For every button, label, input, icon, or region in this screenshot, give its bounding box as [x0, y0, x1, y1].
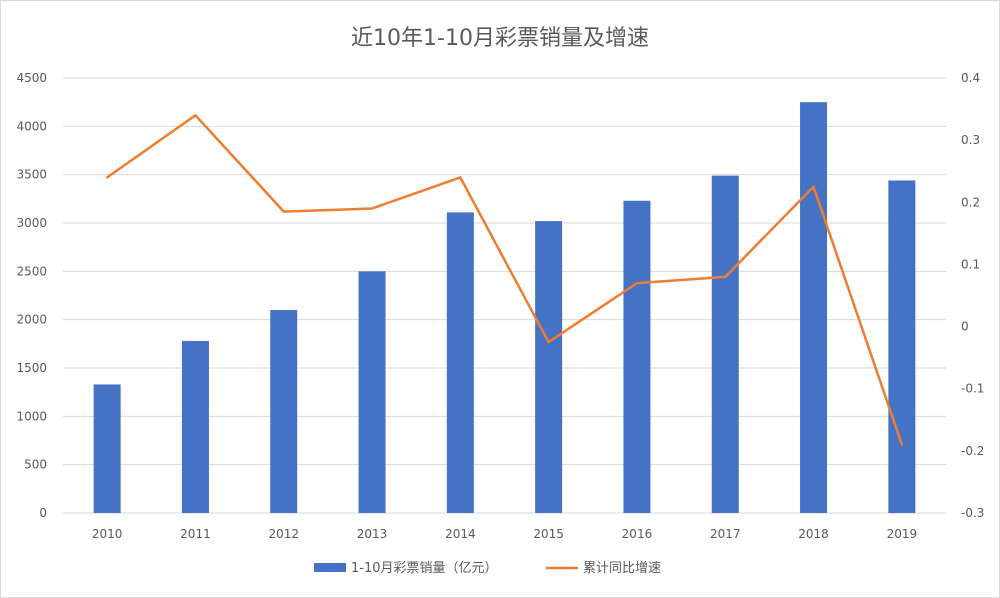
x-tick-label: 2018	[798, 527, 829, 541]
y-left-tick-label: 3000	[16, 216, 47, 230]
bar	[181, 340, 209, 513]
bar	[535, 221, 563, 514]
line-point	[282, 210, 285, 213]
line-point	[105, 176, 109, 179]
bar	[358, 271, 386, 513]
y-left-tick-label: 4000	[16, 119, 47, 133]
bar	[446, 212, 474, 513]
bar	[711, 175, 739, 513]
y-left-tick-label: 3500	[16, 168, 47, 182]
legend-swatch-bar	[314, 563, 346, 572]
legend-label-bar: 1-10月彩票销量（亿元）	[351, 561, 498, 576]
y-left-tick-label: 500	[24, 458, 47, 472]
x-tick-label: 2019	[887, 527, 918, 541]
x-tick-label: 2011	[180, 527, 211, 541]
y-right-tick-label: 0.3	[961, 133, 980, 147]
line-point	[635, 281, 639, 285]
x-tick-label: 2012	[268, 527, 299, 541]
line-point	[547, 340, 550, 344]
line-point	[194, 114, 197, 117]
x-tick-label: 2016	[622, 527, 653, 541]
x-tick-label: 2015	[533, 527, 564, 541]
bar	[800, 102, 828, 514]
bar	[270, 310, 298, 513]
y-right-tick-label: 0	[961, 320, 969, 334]
line-point	[370, 207, 374, 210]
bar	[623, 200, 651, 513]
legend: 1-10月彩票销量（亿元） 累计同比增速	[314, 561, 661, 576]
y-right-tick-label: 0.2	[961, 195, 980, 209]
x-tick-label: 2013	[357, 527, 388, 541]
line-point	[459, 176, 462, 179]
bar	[888, 180, 916, 513]
line-series	[105, 114, 904, 446]
legend-label-line: 累计同比增速	[583, 561, 661, 576]
y-axis-left: 0 500 1000 1500 2000 2500 3000 3500 4000 4500	[16, 71, 47, 520]
line-point	[724, 275, 727, 279]
y-left-tick-label: 1000	[16, 409, 47, 423]
line-point	[812, 185, 815, 188]
line-point	[900, 443, 904, 446]
y-left-tick-label: 2500	[16, 264, 47, 278]
chart-title: 近10年1-10月彩票销量及增速	[351, 26, 649, 51]
y-left-tick-label: 4500	[16, 71, 47, 85]
y-right-tick-label: -0.3	[961, 506, 984, 520]
bar	[93, 384, 121, 513]
x-axis: 2010 2011 2012 2013 2014 2015 2016 2017 2018 2019	[92, 527, 917, 541]
y-left-tick-label: 0	[39, 506, 47, 520]
x-tick-label: 2014	[445, 527, 476, 541]
x-tick-label: 2010	[92, 527, 123, 541]
bar-series	[93, 102, 916, 514]
x-tick-label: 2017	[710, 527, 741, 541]
y-right-tick-label: 0.1	[961, 257, 980, 271]
y-right-tick-label: -0.1	[961, 382, 984, 396]
growth-line	[106, 114, 904, 446]
y-left-tick-label: 1500	[16, 361, 47, 375]
y-right-tick-label: 0.4	[961, 71, 980, 85]
y-axis-right: -0.3 -0.2 -0.1 0 0.1 0.2 0.3 0.4	[961, 71, 984, 520]
gridlines	[63, 77, 946, 514]
y-right-tick-label: -0.2	[961, 444, 984, 458]
y-left-tick-label: 2000	[16, 313, 47, 327]
